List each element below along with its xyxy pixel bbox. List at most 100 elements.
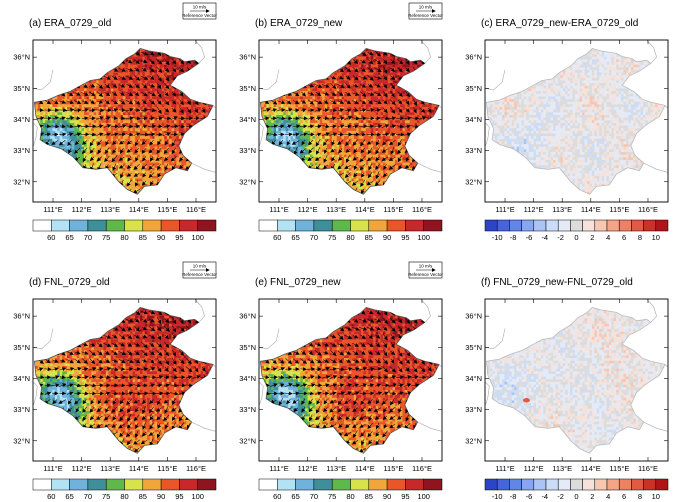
reference-vector-box: 10 m/s Reference Vector	[182, 261, 217, 279]
colorbar-swatch	[124, 219, 144, 232]
lon-tick-label: 115°E	[609, 464, 629, 473]
colorbar-label: 65	[291, 233, 299, 242]
colorbar-label: -6	[526, 492, 533, 501]
colorbar-swatch	[655, 478, 669, 491]
lon-tick-label: 116°E	[638, 205, 658, 214]
lat-tick-label: 32°N	[13, 177, 30, 186]
neighbor-boundary	[212, 105, 217, 109]
colorbar-swatch	[509, 219, 522, 232]
colorbar-swatch	[386, 478, 406, 491]
reference-vector-label: Reference Vector	[408, 13, 443, 18]
colorbar-label: 85	[139, 233, 147, 242]
colorbar-swatch	[594, 478, 608, 491]
colorbar-label: 85	[365, 233, 373, 242]
colorbar-label: 2	[590, 233, 594, 242]
lon-tick-label: 115°E	[383, 464, 403, 473]
colorbar-label: 95	[175, 492, 183, 501]
colorbar-swatch	[545, 219, 559, 232]
neighbor-boundary	[643, 421, 669, 432]
lat-tick-label: 35°N	[239, 84, 256, 93]
colorbar-swatch	[545, 478, 559, 491]
colorbar-swatch	[386, 219, 406, 232]
colorbar-swatch	[618, 219, 632, 232]
colorbar-swatch	[484, 219, 498, 232]
lat-tick-label: 33°N	[465, 405, 482, 414]
colorbar-swatch	[32, 478, 52, 491]
colorbar-label: 100	[191, 492, 204, 501]
lon-tick-label: 116°E	[412, 464, 432, 473]
colorbar-label: 6	[622, 492, 626, 501]
province-boundary	[485, 47, 666, 195]
neighbor-boundary	[664, 364, 669, 368]
colorbar-label: 60	[47, 233, 55, 242]
lon-tick-label: 115°E	[157, 205, 177, 214]
reference-vector-box: 10 m/s Reference Vector	[408, 261, 443, 279]
colorbar-label: 65	[65, 233, 73, 242]
colorbar-swatch	[179, 478, 198, 491]
reference-vector-label: Reference Vector	[182, 13, 217, 18]
lat-tick-label: 36°N	[465, 53, 482, 62]
colorbar-swatch	[606, 478, 620, 491]
colorbar-swatch	[51, 478, 70, 491]
colorbar: 60 65 70 75 80 85 90 95 100	[258, 478, 443, 501]
lon-tick-label: 112°E	[298, 464, 318, 473]
neighbor-boundary	[194, 298, 205, 323]
neighbor-boundary	[191, 421, 217, 432]
panel-e: (e) FNL_0729_new 10 m/s Reference Vector 32…	[239, 261, 443, 501]
panel-title: (a) ERA_0729_old	[29, 18, 111, 29]
colorbar-swatch	[570, 219, 583, 232]
colorbar-swatch	[484, 478, 498, 491]
colorbar-swatch	[313, 478, 333, 491]
colorbar-label: 75	[102, 492, 110, 501]
lon-tick-label: 114°E	[129, 464, 149, 473]
colorbar-label: 100	[417, 492, 430, 501]
colorbar-swatch	[594, 219, 608, 232]
colorbar-label: 75	[328, 492, 336, 501]
colorbar-label: 65	[291, 492, 299, 501]
colorbar-swatch	[606, 219, 620, 232]
lat-tick-label: 35°N	[239, 343, 256, 352]
lon-tick-label: 112°E	[524, 205, 544, 214]
colorbar-swatch	[160, 219, 180, 232]
neighbor-boundary	[32, 122, 38, 148]
colorbar-swatch	[509, 478, 522, 491]
neighbor-boundary	[258, 122, 264, 148]
colorbar-swatch	[313, 219, 333, 232]
neighbor-boundary	[32, 328, 54, 350]
colorbar-swatch	[142, 219, 162, 232]
colorbar: 60 65 70 75 80 85 90 95 100	[258, 219, 443, 242]
lat-tick-label: 36°N	[239, 312, 256, 321]
lon-tick-label: 112°E	[298, 205, 318, 214]
colorbar-label: -4	[541, 233, 548, 242]
colorbar-swatch	[570, 478, 583, 491]
lat-tick-label: 32°N	[13, 436, 30, 445]
colorbar-swatch	[368, 219, 388, 232]
panel-title: (f) FNL_0729_new-FNL_0729_old	[481, 277, 633, 288]
lon-tick-label: 114°E	[581, 464, 601, 473]
colorbar-label: -10	[492, 492, 503, 501]
colorbar-swatch	[496, 219, 510, 232]
reference-vector-box: 10 m/s Reference Vector	[408, 2, 443, 20]
colorbar: 60 65 70 75 80 85 90 95 100	[32, 219, 217, 242]
lat-tick-label: 35°N	[465, 84, 482, 93]
colorbar-label: 80	[346, 492, 354, 501]
neighbor-boundary	[32, 69, 54, 91]
colorbar-swatch	[87, 478, 107, 491]
colorbar-swatch	[258, 478, 278, 491]
lat-tick-label: 33°N	[239, 146, 256, 155]
colorbar-swatch	[124, 478, 144, 491]
colorbar-swatch	[331, 478, 351, 491]
lon-tick-label: 113°E	[100, 205, 120, 214]
colorbar-label: 2	[590, 492, 594, 501]
lon-tick-label: 114°E	[129, 205, 149, 214]
colorbar: 60 65 70 75 80 85 90 95 100	[32, 478, 217, 501]
neighbor-boundary	[258, 69, 280, 91]
colorbar-swatch	[331, 219, 351, 232]
colorbar-label: 10	[652, 492, 660, 501]
colorbar-swatch	[350, 478, 370, 491]
colorbar-label: -10	[492, 233, 503, 242]
colorbar-label: 100	[191, 233, 204, 242]
colorbar-label: 60	[47, 492, 55, 501]
reference-vector-speed: 10 m/s	[193, 5, 207, 10]
lon-tick-label: 115°E	[157, 464, 177, 473]
